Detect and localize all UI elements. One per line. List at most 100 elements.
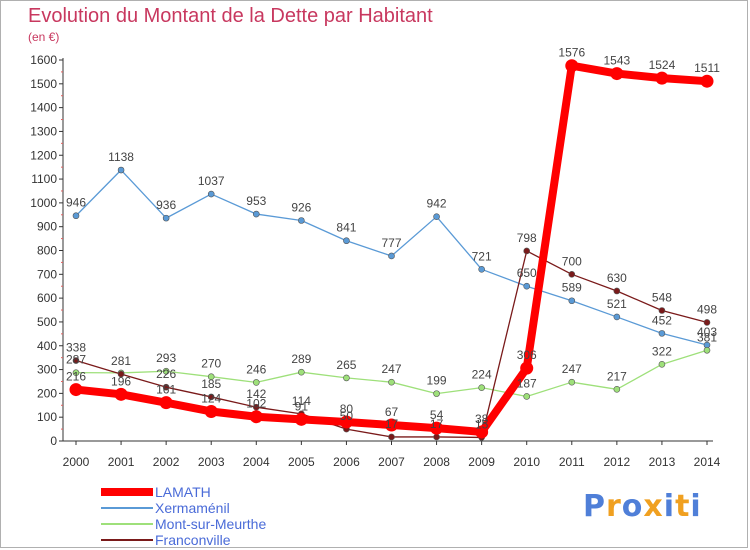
y-tick-label: 700 bbox=[37, 267, 57, 281]
data-label: 942 bbox=[427, 197, 447, 211]
x-tick-label: 2006 bbox=[333, 455, 360, 469]
data-point bbox=[159, 396, 173, 410]
data-point bbox=[72, 212, 80, 220]
x-tick-label: 2001 bbox=[108, 455, 135, 469]
data-label: 381 bbox=[697, 330, 717, 344]
data-label: 953 bbox=[246, 194, 266, 208]
legend-item: Franconville bbox=[101, 532, 266, 548]
data-point bbox=[207, 373, 215, 381]
data-label: 936 bbox=[156, 198, 176, 212]
data-point bbox=[72, 369, 80, 376]
data-label: 124 bbox=[201, 391, 221, 405]
y-tick-label: 100 bbox=[37, 410, 57, 424]
data-label: 1524 bbox=[649, 58, 676, 72]
data-label: 217 bbox=[607, 369, 627, 383]
data-point bbox=[388, 433, 395, 441]
legend-swatch bbox=[101, 523, 153, 525]
data-label: 306 bbox=[517, 348, 537, 362]
data-label: 322 bbox=[652, 344, 672, 358]
data-point bbox=[117, 370, 125, 378]
data-label: 247 bbox=[562, 362, 582, 376]
data-label: 1576 bbox=[558, 46, 585, 60]
y-tick-label: 0 bbox=[50, 434, 57, 448]
data-label: 38 bbox=[475, 412, 489, 426]
x-tick-label: 2007 bbox=[378, 455, 405, 469]
x-tick-label: 2004 bbox=[243, 455, 270, 469]
data-point bbox=[658, 330, 666, 337]
brand-letter: i bbox=[690, 489, 702, 524]
data-point bbox=[343, 237, 350, 245]
legend-item: Xermaménil bbox=[101, 500, 266, 516]
y-tick-label: 900 bbox=[37, 220, 57, 234]
x-tick-label: 2009 bbox=[468, 455, 495, 469]
brand-letter: r bbox=[606, 489, 622, 524]
x-tick-label: 2013 bbox=[649, 455, 676, 469]
data-label: 185 bbox=[201, 377, 221, 391]
data-point bbox=[252, 210, 260, 218]
data-label: 226 bbox=[156, 367, 176, 381]
y-tick-label: 500 bbox=[37, 315, 57, 329]
chart-title: Evolution du Montant de la Dette par Hab… bbox=[28, 5, 433, 27]
data-label: 216 bbox=[66, 370, 86, 384]
y-tick-label: 600 bbox=[37, 291, 57, 305]
data-point bbox=[388, 378, 395, 386]
data-label: 196 bbox=[111, 374, 131, 388]
data-point bbox=[658, 307, 666, 314]
y-tick-label: 1000 bbox=[30, 196, 57, 210]
x-tick-label: 2003 bbox=[198, 455, 225, 469]
data-label: 281 bbox=[111, 354, 131, 368]
legend-item: Mont-sur-Meurthe bbox=[101, 516, 266, 532]
data-point bbox=[613, 287, 621, 295]
data-label: 721 bbox=[472, 249, 492, 263]
data-label: 15 bbox=[475, 417, 489, 431]
data-label: 224 bbox=[472, 368, 492, 382]
data-label: 114 bbox=[292, 394, 311, 408]
brand-logo: Proxiti bbox=[583, 489, 702, 524]
data-point bbox=[700, 74, 714, 88]
data-point bbox=[613, 313, 621, 321]
data-point bbox=[162, 367, 170, 375]
legend: LAMATH Xermaménil Mont-sur-Meurthe Franconv… bbox=[101, 484, 266, 548]
data-point bbox=[565, 59, 579, 73]
y-tick-label: 1200 bbox=[30, 148, 57, 162]
data-label: 17 bbox=[385, 417, 399, 431]
data-label: 498 bbox=[697, 302, 717, 316]
data-point bbox=[568, 271, 576, 278]
data-point bbox=[252, 403, 260, 411]
chart-unit-label: (en €) bbox=[28, 30, 60, 44]
data-label: 246 bbox=[246, 362, 266, 376]
y-tick-label: 1400 bbox=[30, 101, 57, 115]
data-point bbox=[162, 214, 170, 222]
data-label: 199 bbox=[427, 374, 447, 388]
data-point bbox=[207, 190, 215, 198]
data-point bbox=[207, 393, 215, 401]
data-label: 17 bbox=[430, 417, 444, 431]
data-label: 265 bbox=[336, 358, 356, 372]
data-label: 1138 bbox=[108, 150, 134, 164]
data-label: 54 bbox=[430, 408, 444, 422]
data-label: 287 bbox=[66, 353, 86, 367]
data-point bbox=[339, 415, 353, 429]
data-label: 247 bbox=[381, 362, 401, 376]
data-point bbox=[568, 378, 576, 386]
data-point bbox=[114, 387, 128, 401]
y-tick-label: 200 bbox=[37, 386, 57, 400]
data-point bbox=[478, 266, 485, 273]
data-point bbox=[388, 252, 395, 260]
data-label: 798 bbox=[517, 231, 537, 245]
data-point bbox=[204, 404, 218, 418]
x-tick-label: 2005 bbox=[288, 455, 315, 469]
data-label: 1543 bbox=[604, 54, 631, 68]
data-point bbox=[523, 393, 531, 400]
data-label: 700 bbox=[562, 254, 582, 268]
legend-swatch bbox=[101, 539, 153, 541]
data-point bbox=[478, 384, 485, 391]
data-point bbox=[298, 217, 305, 224]
data-point bbox=[162, 383, 170, 391]
legend-item: LAMATH bbox=[101, 484, 266, 500]
data-point bbox=[658, 361, 666, 368]
data-label: 1037 bbox=[198, 174, 225, 188]
data-point bbox=[72, 357, 80, 364]
